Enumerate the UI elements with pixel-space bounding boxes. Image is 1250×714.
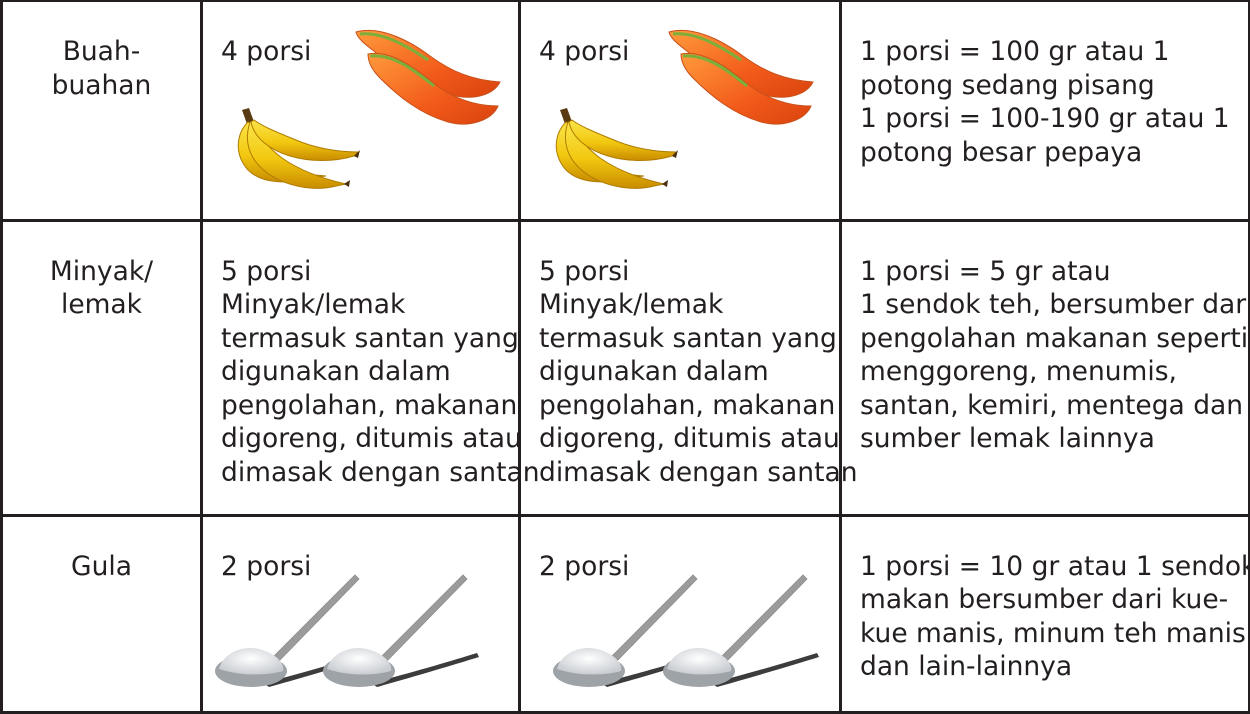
portion-text: 5 porsi Minyak/lemak termasuk santan yan… <box>539 255 858 488</box>
portion-cell: 5 porsi Minyak/lemak termasuk santan yan… <box>200 218 540 517</box>
category-label: Buah- buahan <box>51 36 152 101</box>
portion-text: 4 porsi <box>221 36 312 67</box>
category-cell: Gula <box>0 513 203 714</box>
portion-text: 2 porsi <box>539 550 630 582</box>
category-cell: Minyak/ lemak <box>0 218 203 517</box>
portion-cell: 2 porsi <box>518 513 842 714</box>
description-text: 1 porsi = 5 gr atau 1 sendok teh, bersum… <box>860 255 1250 455</box>
sugar-spoon-icon <box>321 565 481 695</box>
description-cell: 1 porsi = 100 gr atau 1 potong sedang pi… <box>839 0 1250 222</box>
sugar-spoon-icon <box>661 565 821 695</box>
banana-icon <box>218 92 368 202</box>
category-cell: Buah- buahan <box>0 0 203 222</box>
table-row: Minyak/ lemak 5 porsi Minyak/lemak terma… <box>0 218 1250 517</box>
portion-cell: 5 porsi Minyak/lemak termasuk santan yan… <box>518 218 858 517</box>
banana-icon <box>536 92 686 202</box>
portion-cell: 4 porsi <box>200 0 521 222</box>
portion-text: 5 porsi Minyak/lemak termasuk santan yan… <box>221 255 540 488</box>
description-text: 1 porsi = 10 gr atau 1 sendok makan bers… <box>860 550 1250 683</box>
category-label: Minyak/ lemak <box>49 255 154 321</box>
portion-cell: 4 porsi <box>518 0 842 222</box>
category-label: Gula <box>71 550 132 582</box>
description-text: 1 porsi = 100 gr atau 1 potong sedang pi… <box>860 36 1230 168</box>
description-cell: 1 porsi = 10 gr atau 1 sendok makan bers… <box>839 513 1250 714</box>
description-cell: 1 porsi = 5 gr atau 1 sendok teh, bersum… <box>839 218 1250 517</box>
papaya-icon <box>348 24 508 134</box>
table-row: Gula 2 porsi 2 porsi 1 porsi = 10 gr ata… <box>0 513 1250 714</box>
portion-text: 2 porsi <box>221 550 312 582</box>
portion-text: 4 porsi <box>539 36 630 67</box>
table-row: Buah- buahan 4 porsi 4 porsi 1 porsi = 1… <box>0 0 1250 222</box>
portion-cell: 2 porsi <box>200 513 521 714</box>
